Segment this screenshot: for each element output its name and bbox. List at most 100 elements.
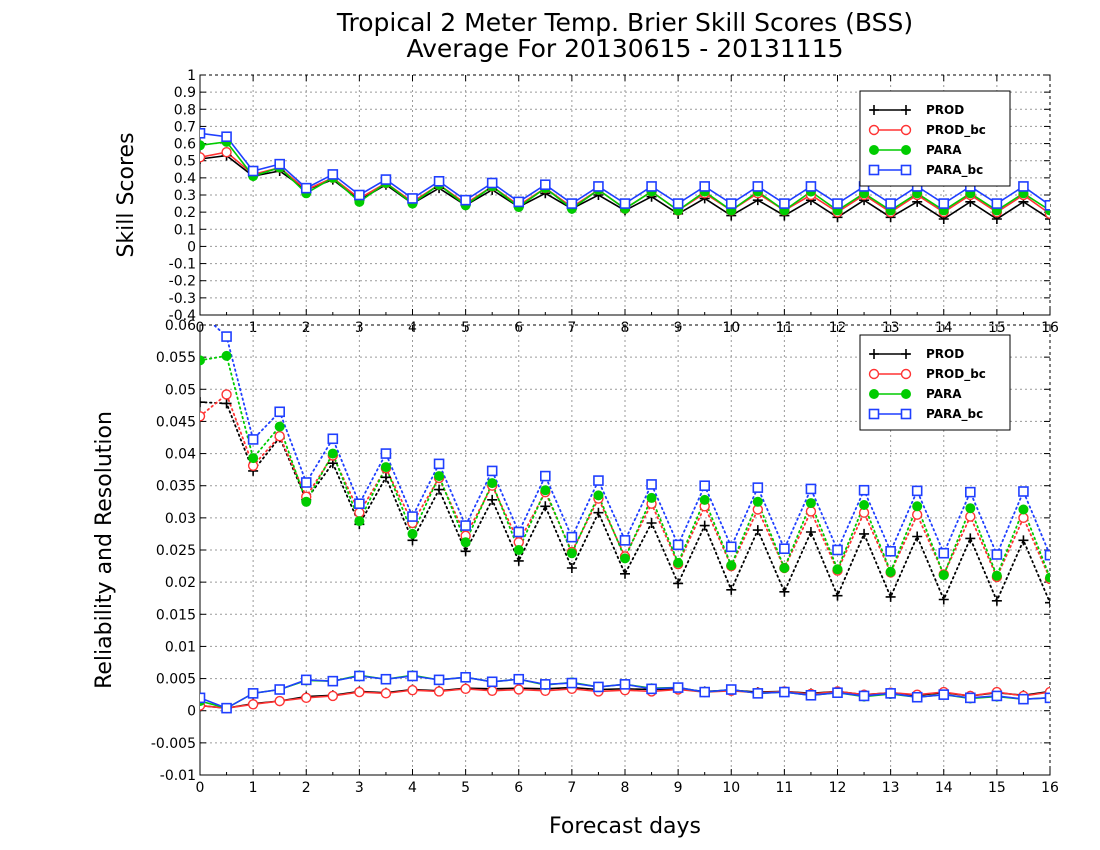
bottom-reliability-point-PROD_bc [486,685,498,696]
bottom-xtick-label: 5 [461,780,470,796]
top-ytick-label: 0.3 [174,188,196,204]
bottom-resolution-point-PROD [726,584,737,595]
bottom-resolution-point-PARA_bc [885,545,896,557]
bottom-ytick-label: 0.06 [165,318,196,334]
top-ytick-label: 1 [187,68,196,84]
bottom-reliability-point-PROD_bc [247,699,259,710]
bottom-ytick-label: 0 [187,704,196,720]
bottom-xtick-label: 11 [775,780,793,796]
bottom-reliability-point-PROD_bc [460,683,471,695]
bottom-resolution-point-PARA_bc [752,482,764,493]
bottom-reliability-point-PARA_bc [779,686,790,698]
bottom-xtick-label: 16 [1041,780,1059,796]
bottom-resolution-point-PROD [200,397,205,408]
bottom-resolution-point-PARA [752,496,763,507]
bottom-resolution-point-PARA_bc [433,458,445,470]
bottom-xtick-label: 1 [249,780,258,796]
bottom-reliability-point-PARA_bc [327,675,339,687]
top-ytick-label: -0.1 [169,257,196,273]
bottom-ytick-label: 0.01 [165,639,196,655]
top-point-PARA_bc [540,179,551,191]
top-point-PARA_bc [699,181,710,192]
bottom-resolution-point-PROD [460,546,471,557]
bottom-resolution-point-PARA_bc [247,434,259,445]
bottom-legend-marker-PROD [869,349,879,359]
bottom-resolution-point-PARA_bc [911,485,923,497]
bottom-resolution-point-PROD [673,578,684,589]
bottom-resolution-point-PARA_bc [460,520,471,531]
bottom-reliability-point-PARA_bc [247,688,259,699]
bottom-resolution-point-PARA_bc [646,479,657,490]
bottom-xtick-label: 8 [621,780,630,796]
bottom-reliability-point-PROD_bc [380,688,392,699]
bottom-resolution-point-PROD_bc [965,511,976,522]
top-point-PARA_bc [460,194,471,206]
top-legend-marker-PARA_bc [900,164,912,176]
bottom-resolution-point-PROD [487,494,498,505]
chart-title-line2: Average For 20130615 - 20131115 [406,34,843,63]
bottom-resolution-point-PARA [938,570,949,581]
bottom-resolution-point-PARA_bc [354,498,365,510]
bottom-ytick-label: -0.01 [160,768,196,784]
bottom-resolution-point-PROD [699,520,710,531]
bottom-ytick-label: 0.055 [156,350,196,366]
bottom-resolution-point-PARA [859,500,870,510]
bottom-xtick-label: 3 [355,780,364,796]
bottom-reliability-point-PARA_bc [354,670,365,682]
bottom-reliability-point-PARA_bc [486,676,498,688]
bottom-resolution-point-PROD_bc [274,431,285,442]
bottom-legend-marker-PARA_bc [868,408,880,420]
bottom-resolution-point-PROD [991,595,1002,606]
bottom-xtick-label: 0 [196,780,205,796]
bottom-resolution-point-PROD [885,591,896,602]
bottom-reliability-point-PARA_bc [380,673,392,685]
bottom-resolution-point-PARA [912,501,923,512]
bottom-reliability-point-PARA_bc [1018,693,1029,705]
bottom-legend-label-PARA: PARA [926,387,962,401]
bottom-resolution-point-PARA_bc [938,547,950,559]
bottom-resolution-line-PROD [200,401,1050,604]
top-point-PARA_bc [300,182,312,194]
bottom-ytick-label: 0.025 [156,543,196,559]
top-ytick-label: 0.2 [174,205,196,221]
bottom-resolution-point-PROD_bc [221,389,232,400]
top-ytick-label: -0.2 [169,274,196,290]
top-point-PARA_bc [805,181,817,192]
bottom-resolution-point-PROD_bc [200,411,206,422]
bottom-reliability-point-PARA_bc [938,689,950,700]
bottom-resolution-point-PARA [460,537,471,548]
bottom-plot-area [200,325,1050,714]
bottom-resolution-point-PROD [965,533,976,544]
bottom-resolution-point-PARA [965,503,976,514]
top-legend-label-PARA_bc: PARA_bc [926,163,983,178]
bottom-resolution-point-PROD [380,472,391,483]
bottom-resolution-point-PARA_bc [540,470,551,482]
top-point-PARA_bc [646,181,657,192]
bottom-legend-marker-PARA [869,389,879,399]
top-point-PARA_bc [1018,181,1029,192]
top-point-PARA_bc [407,193,418,204]
bottom-resolution-point-PARA_bc [991,549,1003,560]
bottom-resolution-point-PARA [221,350,232,361]
top-ytick-label: 0.5 [174,154,196,170]
bottom-resolution-point-PROD [752,525,763,536]
bottom-resolution-point-PARA [248,453,259,464]
bottom-legend-marker-PROD_bc [900,368,912,380]
bottom-resolution-point-PARA_bc [832,544,843,556]
top-point-PARA_bc [885,198,896,209]
bottom-resolution-point-PARA [673,557,684,568]
bottom-reliability-point-PARA_bc [699,686,710,698]
bottom-legend-marker-PROD_bc [868,368,880,380]
top-point-PARA_bc [619,198,631,209]
bottom-reliability-point-PARA_bc [200,692,206,704]
bottom-legend-label-PROD_bc: PROD_bc [926,367,986,382]
bottom-ylabel: Reliability and Resolution [92,411,117,689]
bottom-resolution-point-PROD [1045,597,1050,608]
bottom-resolution-point-PROD_bc [805,506,817,517]
bottom-resolution-point-PROD [859,528,870,539]
bottom-reliability-point-PARA_bc [460,671,471,683]
bottom-resolution-point-PARA [354,516,365,527]
bottom-resolution-point-PARA_bc [858,484,870,496]
bottom-resolution-point-PROD [566,563,577,573]
top-ytick-label: 0.9 [174,85,196,101]
